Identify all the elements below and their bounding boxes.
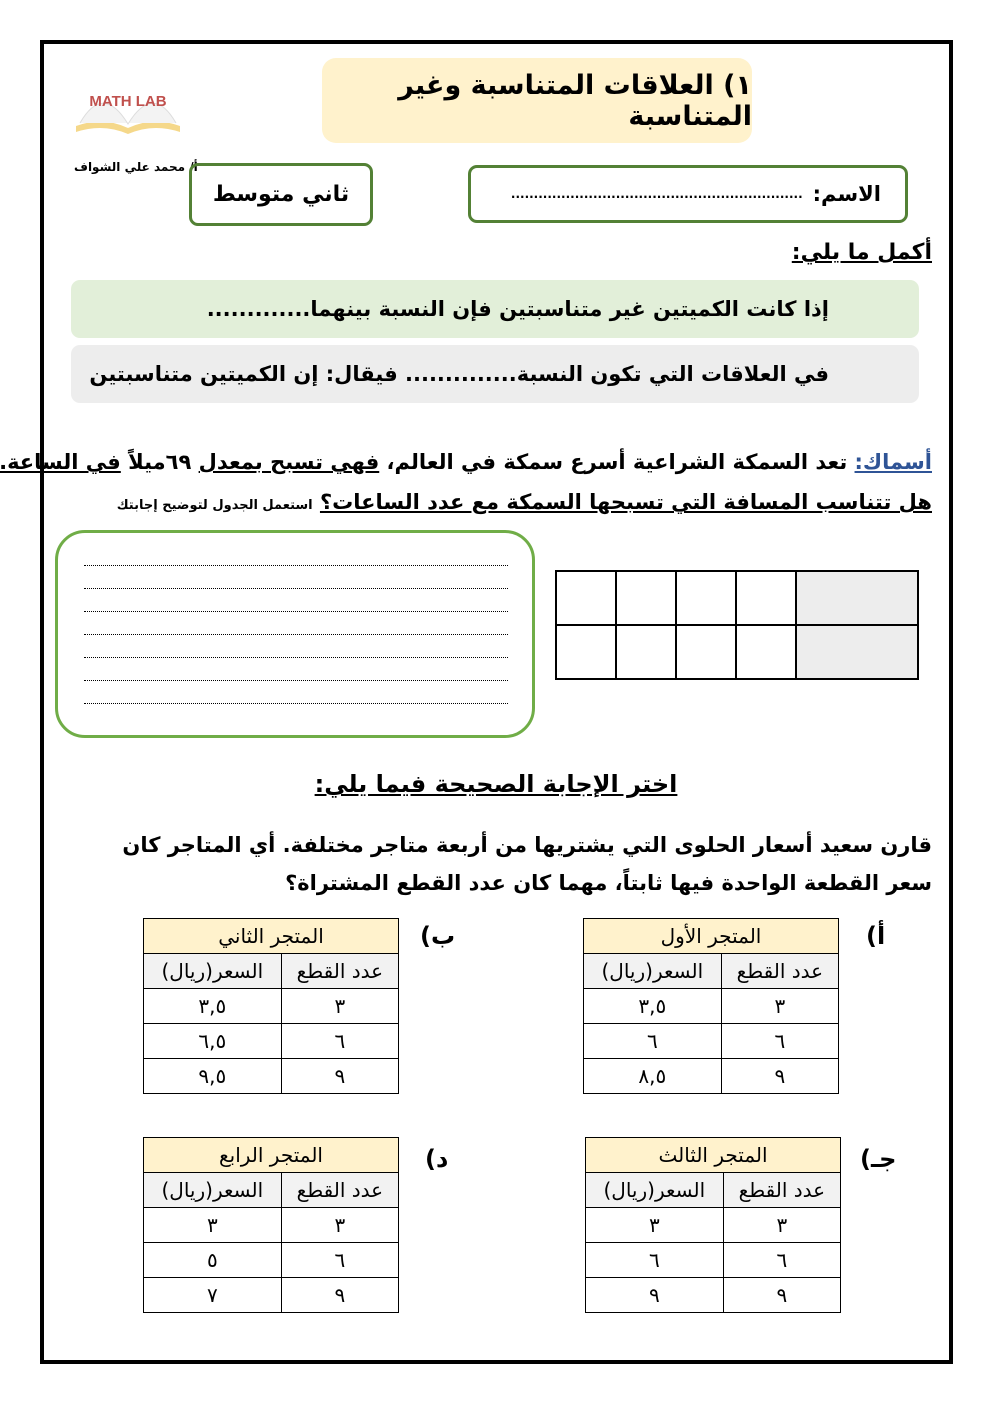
worksheet-title: ١) العلاقات المتناسبة وغير المتناسبة: [322, 58, 752, 143]
store-name: المتجر الثاني: [143, 918, 399, 954]
count-header: عدد القطع: [280, 953, 400, 989]
price-header: السعر(ريال): [143, 953, 282, 989]
grid-cell[interactable]: [675, 624, 737, 680]
price-cell: ٣,٥: [143, 988, 282, 1024]
price-cell: ٦,٥: [143, 1023, 282, 1059]
option-a-label[interactable]: أ): [866, 922, 886, 950]
fish-hint: استعمل الجدول لتوضيح إجابتك: [116, 498, 313, 513]
price-cell: ٩,٥: [143, 1058, 282, 1094]
answer-line[interactable]: [84, 565, 508, 566]
price-header: السعر(ريال): [585, 1172, 724, 1208]
count-cell: ٦: [722, 1242, 842, 1278]
grid-cell[interactable]: [735, 570, 797, 626]
grid-cell[interactable]: [675, 570, 737, 626]
name-blank[interactable]: ........................................…: [510, 187, 803, 201]
count-header: عدد القطع: [722, 1172, 842, 1208]
fill-blank-1[interactable]: إذا كانت الكميتين غير متناسبتين فإن النس…: [71, 280, 919, 338]
choose-heading: اختر الإجابة الصحيحة فيما يلي:: [314, 770, 678, 798]
count-cell: ٣: [280, 988, 400, 1024]
answer-line[interactable]: [84, 657, 508, 658]
price-cell: ٨,٥: [583, 1058, 722, 1094]
count-cell: ٣: [280, 1207, 400, 1243]
count-cell: ٣: [720, 988, 840, 1024]
fish-text-2: فهي تسبح بمعدل: [198, 450, 380, 474]
price-cell: ٧: [143, 1277, 282, 1313]
count-cell: ٦: [280, 1023, 400, 1059]
store-c-table: المتجر الثالث عدد القطع السعر(ريال) ٣ ٣ ٦ ٦ ٩ ٩: [585, 1137, 842, 1313]
option-d-label[interactable]: د): [425, 1145, 449, 1173]
count-cell: ٩: [720, 1058, 840, 1094]
grid-cell[interactable]: [615, 624, 677, 680]
grid-header-cell[interactable]: [795, 570, 919, 626]
answer-lines-box[interactable]: [55, 530, 535, 738]
store-b-table: المتجر الثاني عدد القطع السعر(ريال) ٣ ٣,٥ ٦ ٦,…: [143, 918, 400, 1094]
table-row: ٩ ٩,٥: [143, 1058, 400, 1094]
price-cell: ٥: [143, 1242, 282, 1278]
fill-blank-2[interactable]: في العلاقات التي تكون النسبة............…: [71, 345, 919, 403]
blank-answer-table[interactable]: [555, 570, 919, 680]
count-cell: ٦: [720, 1023, 840, 1059]
fish-question: هل تتناسب المسافة التي تسبحها السمكة مع …: [117, 490, 932, 514]
fish-question-text: هل تتناسب المسافة التي تسبحها السمكة مع …: [319, 490, 932, 514]
teacher-name: أ/ محمد علي الشواف: [74, 160, 198, 174]
price-cell: ٣: [585, 1207, 724, 1243]
price-header: السعر(ريال): [583, 953, 722, 989]
fish-rate: ٦٩ميلاً: [128, 450, 192, 474]
grade-label: ثاني متوسط: [189, 163, 373, 226]
fish-problem-statement: أسماك: تعد السمكة الشراعية أسرع سمكة في …: [0, 450, 932, 474]
price-header: السعر(ريال): [143, 1172, 282, 1208]
answer-line[interactable]: [84, 634, 508, 635]
grid-cell[interactable]: [555, 624, 617, 680]
price-cell: ٦: [585, 1242, 724, 1278]
student-name-field[interactable]: الاسم: .................................…: [468, 165, 908, 223]
table-row: ٣ ٣,٥: [583, 988, 840, 1024]
table-row: ٦ ٦,٥: [143, 1023, 400, 1059]
grid-cell[interactable]: [555, 570, 617, 626]
count-cell: ٣: [722, 1207, 842, 1243]
fish-label: أسماك:: [854, 450, 932, 474]
option-c-label[interactable]: جـ): [860, 1145, 897, 1173]
option-b-label[interactable]: ب): [420, 922, 456, 950]
price-cell: ٦: [583, 1023, 722, 1059]
count-header: عدد القطع: [720, 953, 840, 989]
complete-heading: أكمل ما يلي:: [791, 240, 932, 265]
count-cell: ٩: [280, 1058, 400, 1094]
table-row: ٩ ٨,٥: [583, 1058, 840, 1094]
table-row: ٣ ٣,٥: [143, 988, 400, 1024]
price-cell: ٣,٥: [583, 988, 722, 1024]
store-a-table: المتجر الأول عدد القطع السعر(ريال) ٣ ٣,٥ ٦ ٦ ٩ ٨…: [583, 918, 840, 1094]
answer-line[interactable]: [84, 611, 508, 612]
candy-question: قارن سعيد أسعار الحلوى التي يشتريها من أ…: [122, 833, 932, 895]
math-lab-logo: MATH LAB: [76, 93, 180, 134]
fish-text-4: في الساعة.: [0, 450, 121, 474]
page-border: [40, 40, 953, 1364]
fish-text-1: تعد السمكة الشراعية أسرع سمكة في العالم،: [386, 450, 848, 474]
price-cell: ٣: [143, 1207, 282, 1243]
store-d-table: المتجر الرابع عدد القطع السعر(ريال) ٣ ٣ ٦ ٥ ٩ ٧: [143, 1137, 400, 1313]
store-name: المتجر الأول: [583, 918, 839, 954]
svg-text:MATH LAB: MATH LAB: [89, 93, 166, 110]
store-name: المتجر الرابع: [143, 1137, 399, 1173]
answer-line[interactable]: [84, 588, 508, 589]
grid-header-cell[interactable]: [795, 624, 919, 680]
name-label: الاسم:: [812, 182, 881, 206]
price-cell: ٩: [585, 1277, 724, 1313]
grid-cell[interactable]: [615, 570, 677, 626]
count-cell: ٦: [280, 1242, 400, 1278]
count-header: عدد القطع: [280, 1172, 400, 1208]
count-cell: ٩: [722, 1277, 842, 1313]
answer-line[interactable]: [84, 703, 508, 704]
answer-line[interactable]: [84, 680, 508, 681]
grid-cell[interactable]: [735, 624, 797, 680]
store-name: المتجر الثالث: [585, 1137, 841, 1173]
count-cell: ٩: [280, 1277, 400, 1313]
